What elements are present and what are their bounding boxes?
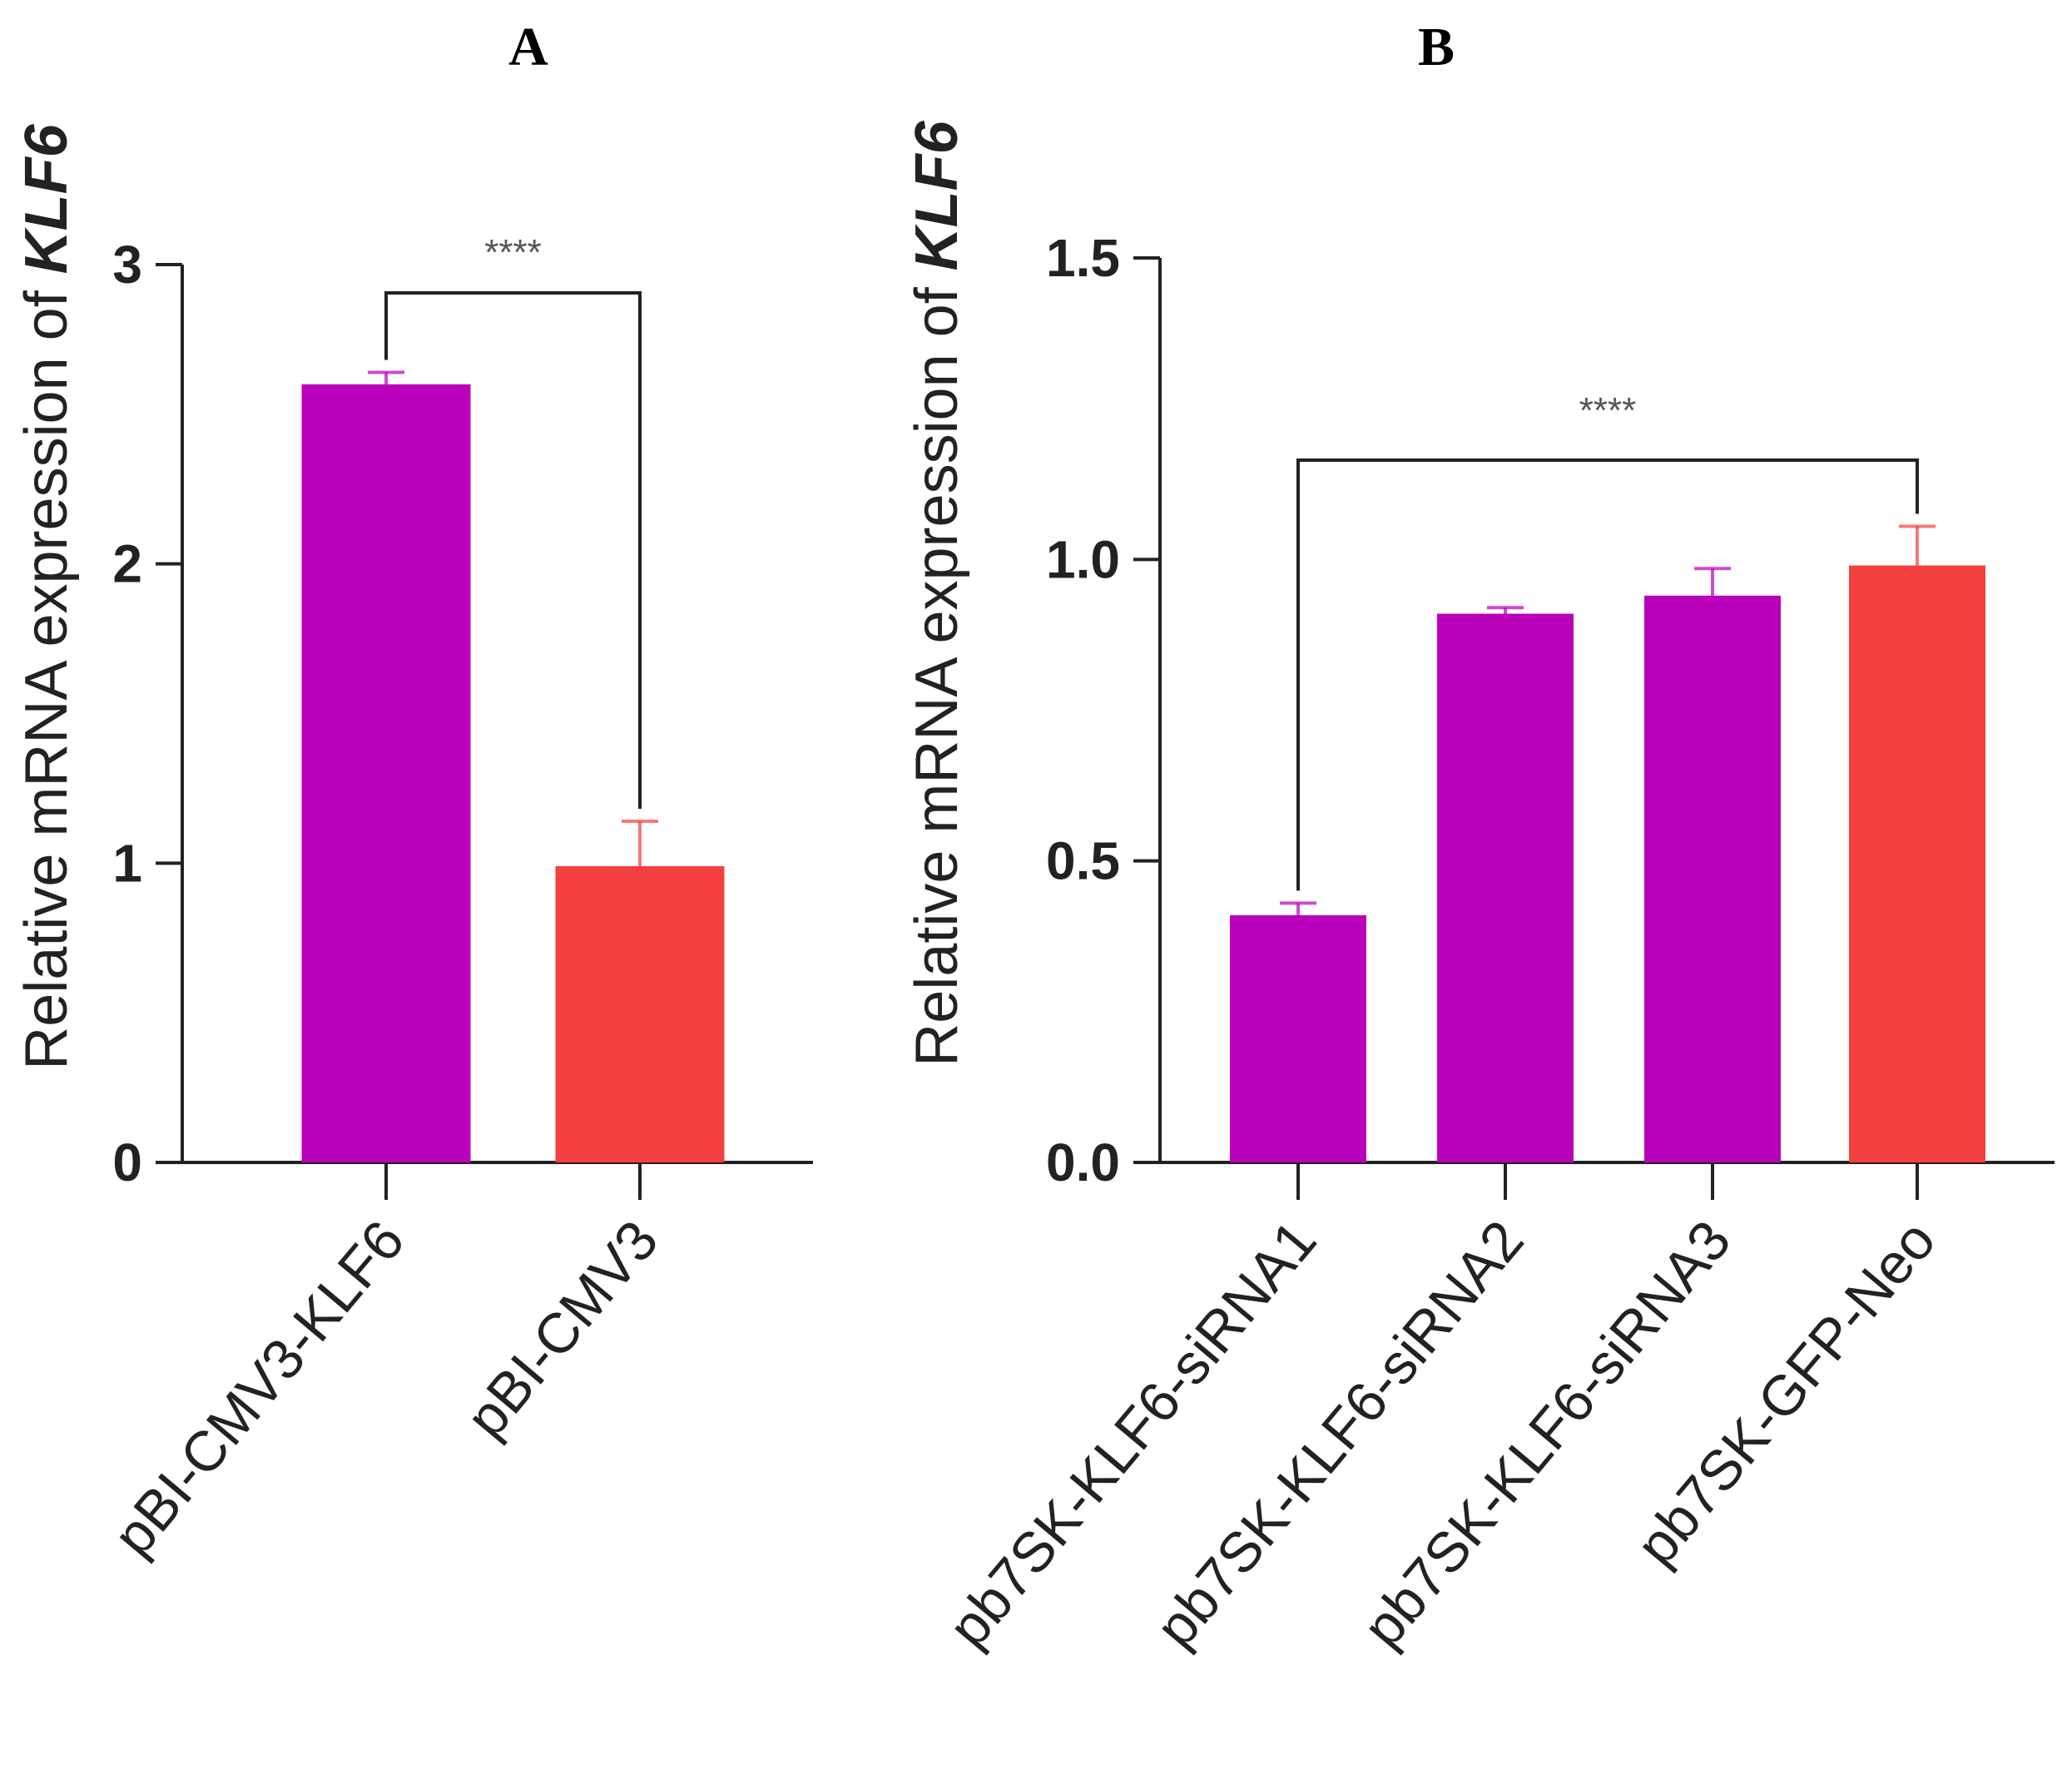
x-tick-label: pb7SK-KLF6-siRNA2 bbox=[1143, 1209, 1535, 1659]
x-tick-label: pBI-CMV3-KLF6 bbox=[102, 1209, 417, 1568]
y-axis-label: Relative mRNA expression of KLF6 bbox=[904, 120, 970, 1066]
x-tick-label: pb7SK-KLF6-siRNA1 bbox=[936, 1209, 1328, 1659]
panel-title: A bbox=[508, 17, 548, 77]
significance-label: **** bbox=[484, 232, 542, 273]
y-tick-label: 0.0 bbox=[1046, 1132, 1120, 1192]
bar bbox=[1644, 595, 1781, 1162]
bar bbox=[1230, 914, 1366, 1162]
significance-bracket bbox=[384, 291, 642, 809]
panel-title: B bbox=[1418, 17, 1455, 77]
x-tick-label: pBI-CMV3 bbox=[454, 1209, 671, 1450]
x-tick-label: pb7SK-KLF6-siRNA3 bbox=[1351, 1209, 1742, 1659]
bar bbox=[1849, 565, 1985, 1162]
y-tick-label: 0.5 bbox=[1046, 831, 1120, 891]
y-axis-label: Relative mRNA expression of KLF6 bbox=[13, 123, 80, 1069]
panel-B: B Relative mRNA expression of KLF6 0.0 0.5 1… bbox=[904, 17, 2055, 1659]
significance-label: **** bbox=[1579, 390, 1637, 431]
panel-A: A Relative mRNA expression of KLF6 0 1 2 3 pBI… bbox=[13, 17, 813, 1568]
y-tick-label: 1 bbox=[112, 833, 142, 893]
y-tick-label: 2 bbox=[112, 534, 142, 594]
y-tick-label: 1.0 bbox=[1046, 529, 1120, 589]
y-axis-label-gene: KLF6 bbox=[13, 123, 80, 274]
bar bbox=[555, 865, 725, 1162]
y-axis-label-text: Relative mRNA expression of bbox=[13, 274, 80, 1069]
y-tick-label: 3 bbox=[112, 235, 142, 295]
y-axis-label-text: Relative mRNA expression of bbox=[904, 270, 970, 1066]
bar bbox=[1437, 613, 1574, 1162]
y-tick-label: 1.5 bbox=[1046, 228, 1120, 288]
bar bbox=[301, 384, 471, 1162]
y-axis-label-gene: KLF6 bbox=[904, 120, 970, 270]
significance-bracket bbox=[1296, 458, 1919, 891]
y-tick-label: 0 bbox=[112, 1132, 142, 1192]
